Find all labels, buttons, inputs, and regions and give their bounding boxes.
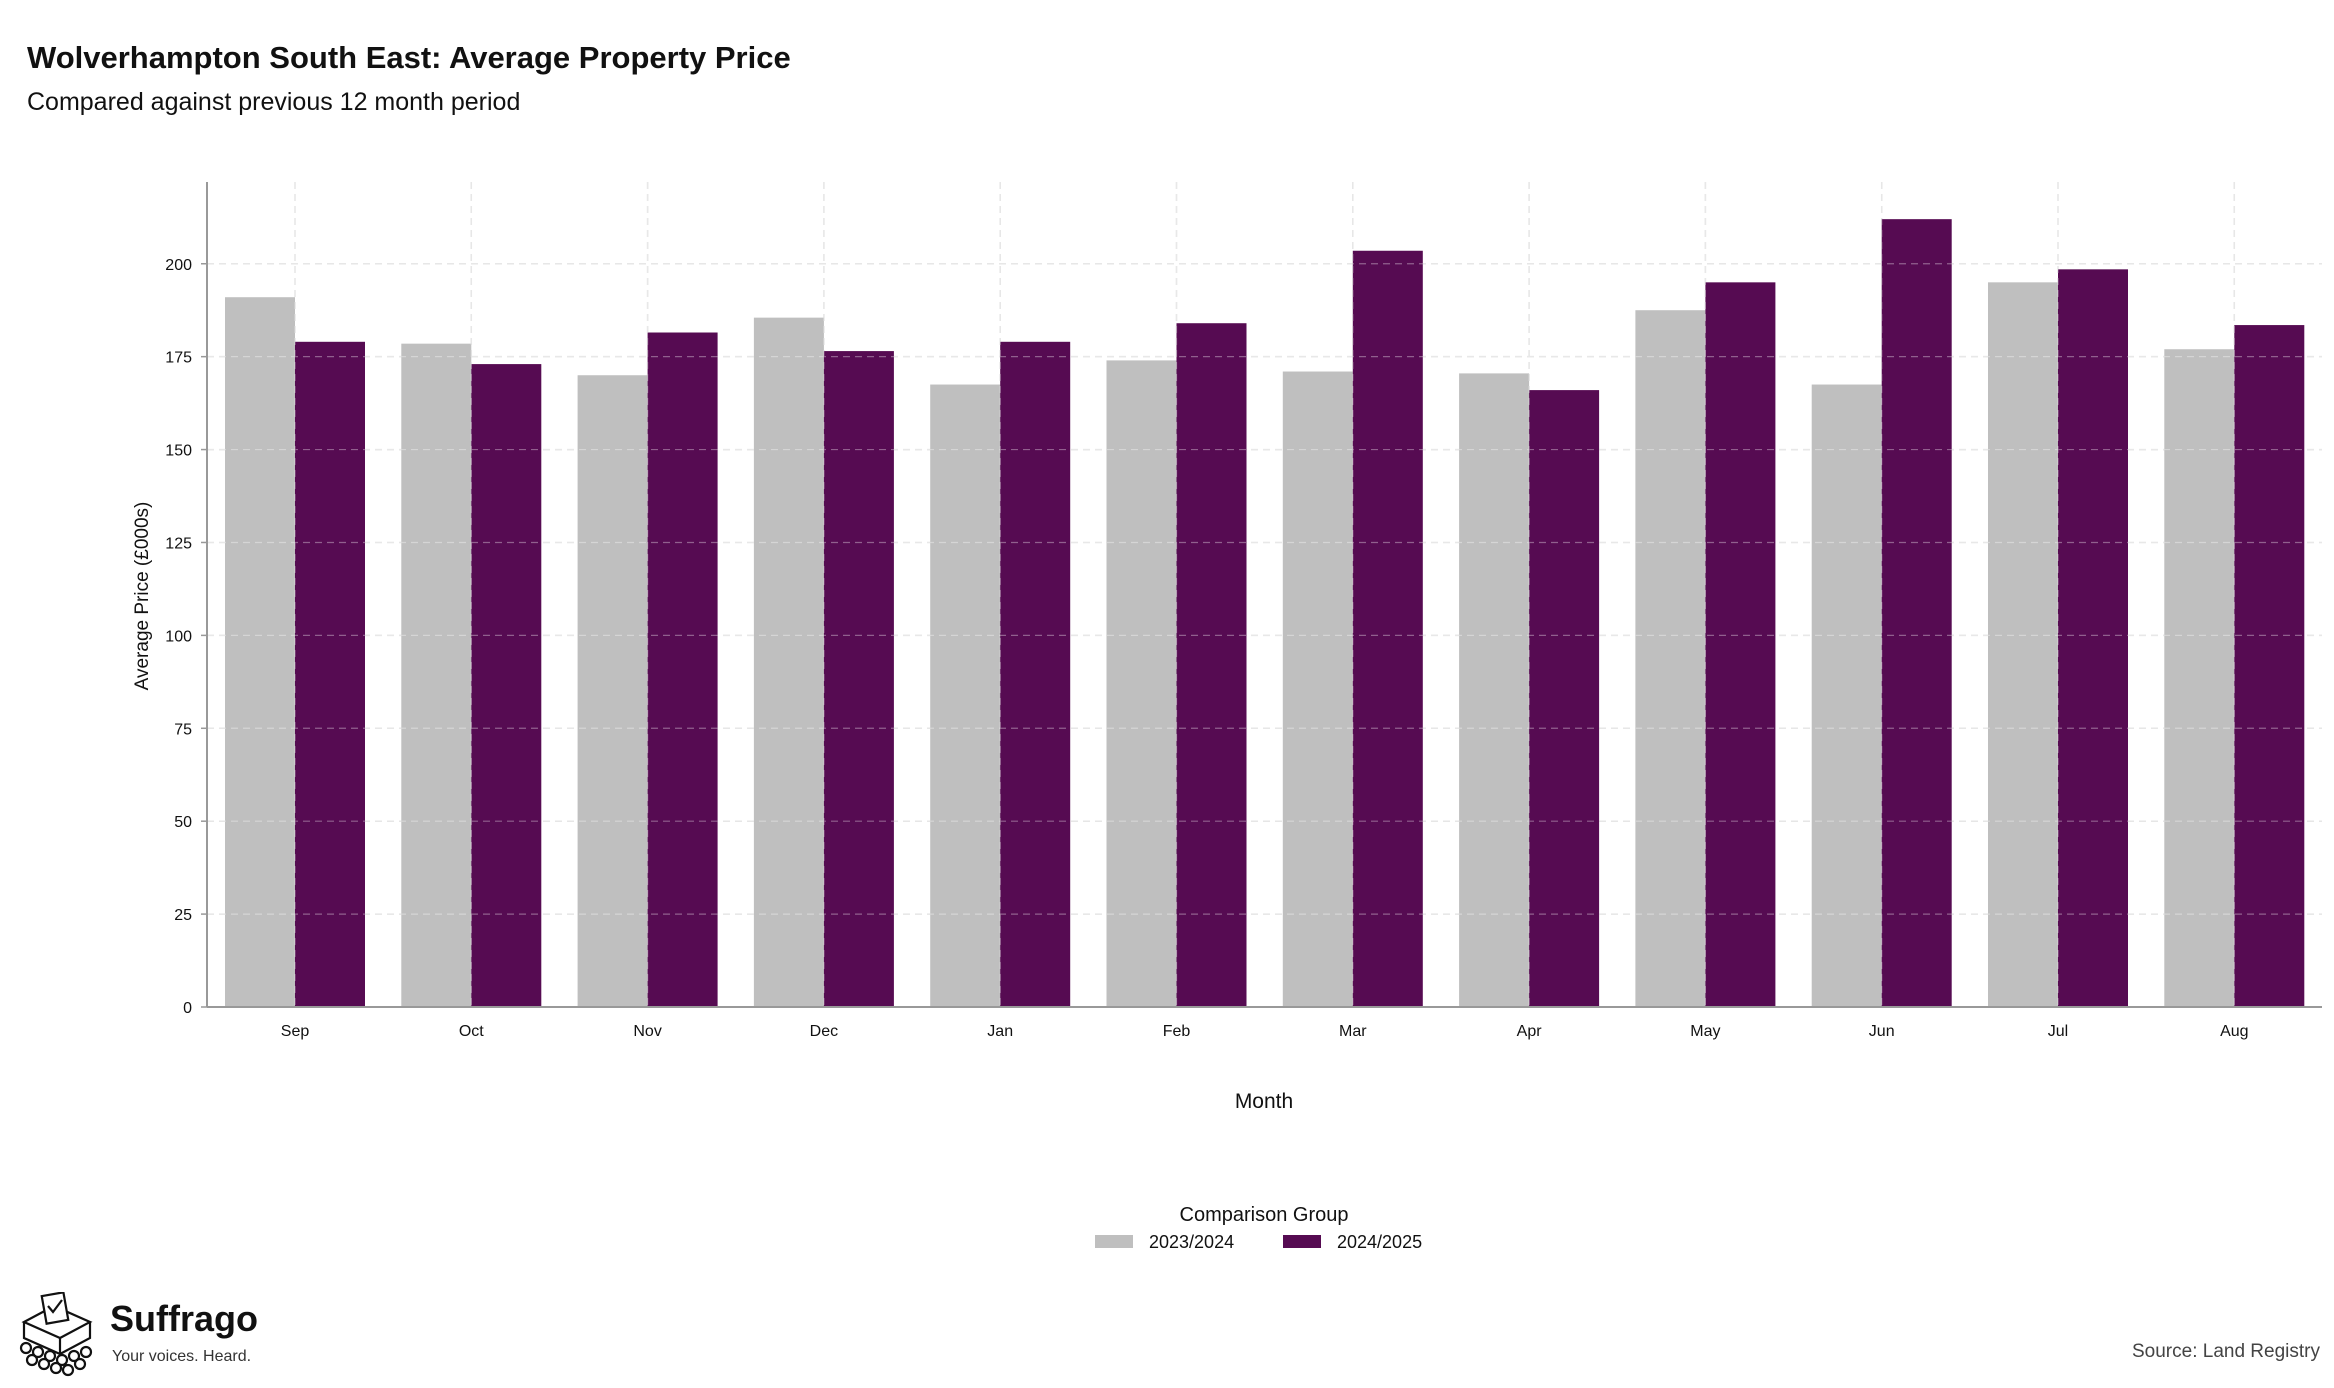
bar-2023-2024-apr: [1459, 373, 1530, 1007]
bar-2023-2024-sep: [225, 297, 295, 1007]
bar-2023-2024-nov: [577, 375, 648, 1007]
grid-overlay: [207, 182, 2322, 1007]
y-tick-label: 50: [174, 814, 192, 831]
bar-2023-2024-jun: [1811, 384, 1882, 1007]
bar-2023-2024-jan: [930, 384, 1001, 1007]
bar-2023-2024-mar: [1282, 371, 1353, 1007]
ballot-box-crowd-icon: [19, 1292, 93, 1377]
y-tick-label: 75: [174, 721, 192, 738]
x-tick-label-jul: Jul: [2048, 1023, 2068, 1040]
bar-2024-2025-apr: [1529, 390, 1600, 1007]
x-tick-label-apr: Apr: [1517, 1023, 1543, 1040]
y-axis-label: Average Price (£000s): [132, 502, 153, 691]
legend-swatch-2024-2025: [1283, 1235, 1321, 1248]
bar-2024-2025-mar: [1352, 250, 1423, 1007]
legend-label-2023-2024: 2023/2024: [1149, 1232, 1234, 1252]
x-tick-label-may: May: [1690, 1023, 1720, 1040]
y-tick-label: 0: [183, 1000, 192, 1017]
source-note: Source: Land Registry: [2132, 1341, 2320, 1362]
bar-2024-2025-nov: [647, 332, 718, 1008]
y-tick-label: 100: [165, 628, 192, 645]
bar-2024-2025-aug: [2234, 325, 2305, 1007]
bar-2024-2025-sep: [295, 341, 365, 1007]
y-tick-label: 25: [174, 907, 192, 924]
legend-swatch-2023-2024: [1095, 1235, 1133, 1248]
x-tick-label-sep: Sep: [281, 1023, 310, 1040]
x-tick-label-feb: Feb: [1163, 1023, 1191, 1040]
bar-2024-2025-jul: [2058, 269, 2128, 1008]
bar-2024-2025-dec: [823, 351, 894, 1007]
x-axis-label: Month: [1235, 1090, 1293, 1113]
bar-2024-2025-oct: [471, 364, 542, 1007]
legend-title: Comparison Group: [1180, 1204, 1349, 1226]
bar-2023-2024-feb: [1106, 360, 1177, 1007]
bars: [207, 182, 2322, 1008]
y-tick-label: 175: [165, 350, 192, 367]
x-tick-label-nov: Nov: [633, 1023, 661, 1040]
y-tick-label: 150: [165, 443, 192, 460]
legend-label-2024-2025: 2024/2025: [1337, 1232, 1422, 1252]
bar-2024-2025-jun: [1881, 219, 1952, 1007]
brand-tagline: Your voices. Heard.: [112, 1348, 252, 1365]
bar-2023-2024-aug: [2164, 349, 2235, 1007]
x-tick-label-dec: Dec: [810, 1023, 838, 1040]
bar-2023-2024-dec: [753, 317, 824, 1007]
x-tick-label-jun: Jun: [1869, 1023, 1895, 1040]
y-tick-label: 200: [165, 257, 192, 274]
x-tick-label-mar: Mar: [1339, 1023, 1367, 1040]
y-tick-label: 125: [165, 535, 192, 552]
bar-2023-2024-jul: [1988, 282, 2058, 1007]
bar-2023-2024-may: [1635, 310, 1706, 1007]
axes: [206, 182, 2322, 1008]
chart-title: Wolverhampton South East: Average Proper…: [27, 40, 791, 75]
bar-2024-2025-jan: [1000, 341, 1071, 1007]
brand-logo: Suffrago Your voices. Heard.: [14, 1292, 274, 1378]
x-tick-label-jan: Jan: [987, 1023, 1013, 1040]
legend: Comparison Group 2023/2024 2024/2025: [1095, 1204, 1422, 1252]
x-tick-label-aug: Aug: [2220, 1023, 2248, 1040]
bar-2024-2025-feb: [1176, 323, 1247, 1008]
bar-2024-2025-may: [1705, 282, 1776, 1007]
brand-name: Suffrago: [110, 1298, 258, 1339]
bar-2023-2024-oct: [401, 343, 472, 1007]
x-tick-label-oct: Oct: [459, 1023, 484, 1040]
chart-subtitle: Compared against previous 12 month perio…: [27, 88, 521, 116]
tick-labels: 0 25 50 75 100 125 150 175 200 Sep Oct Nov Dec Jan Feb…: [165, 257, 2248, 1040]
